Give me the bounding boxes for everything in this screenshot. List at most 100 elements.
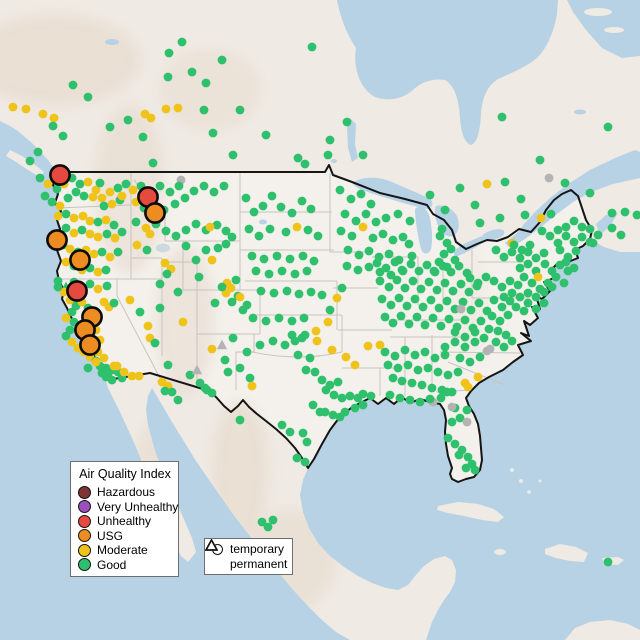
monitor-dot[interactable] bbox=[393, 363, 403, 373]
monitor-dot[interactable] bbox=[107, 199, 117, 209]
monitor-dot[interactable] bbox=[350, 403, 360, 413]
monitor-dot[interactable] bbox=[287, 208, 297, 218]
monitor-dot[interactable] bbox=[101, 265, 111, 275]
monitor-dot[interactable] bbox=[540, 259, 550, 269]
monitor-dot[interactable] bbox=[280, 340, 290, 350]
monitor-dot[interactable] bbox=[235, 415, 245, 425]
monitor-dot[interactable] bbox=[569, 263, 579, 273]
monitor-dot[interactable] bbox=[447, 402, 457, 412]
monitor-dot[interactable] bbox=[353, 265, 363, 275]
monitor-dot[interactable] bbox=[138, 132, 148, 142]
monitor-dot[interactable] bbox=[164, 48, 174, 58]
monitor-dot[interactable] bbox=[161, 104, 171, 114]
monitor-dot[interactable] bbox=[531, 304, 541, 314]
monitor-dot[interactable] bbox=[292, 222, 302, 232]
monitor-dot[interactable] bbox=[83, 92, 93, 102]
monitor-dot[interactable] bbox=[433, 367, 443, 377]
monitor-dot[interactable] bbox=[269, 288, 279, 298]
monitor-dot[interactable] bbox=[91, 357, 101, 367]
monitor-dot[interactable] bbox=[561, 231, 571, 241]
monitor-dot[interactable] bbox=[531, 253, 541, 263]
monitor-dot[interactable] bbox=[450, 337, 460, 347]
monitor-dot[interactable] bbox=[71, 187, 81, 197]
monitor-dot[interactable] bbox=[460, 342, 470, 352]
monitor-dot[interactable] bbox=[132, 240, 142, 250]
monitor-dot[interactable] bbox=[328, 410, 338, 420]
monitor-dot[interactable] bbox=[242, 347, 252, 357]
monitor-dot[interactable] bbox=[354, 250, 364, 260]
monitor-dot[interactable] bbox=[61, 257, 71, 267]
monitor-dot[interactable] bbox=[499, 252, 509, 262]
monitor-dot[interactable] bbox=[220, 355, 230, 365]
monitor-dot[interactable] bbox=[35, 173, 45, 183]
monitor-dot[interactable] bbox=[301, 365, 311, 375]
monitor-dot[interactable] bbox=[181, 241, 191, 251]
monitor-dot[interactable] bbox=[363, 341, 373, 351]
monitor-dot[interactable] bbox=[539, 248, 549, 258]
monitor-dot[interactable] bbox=[155, 279, 165, 289]
monitor-dot[interactable] bbox=[163, 72, 173, 82]
monitor-dot[interactable] bbox=[458, 297, 468, 307]
monitor-dot[interactable] bbox=[53, 282, 63, 292]
monitor-dot[interactable] bbox=[307, 42, 317, 52]
monitor-dot[interactable] bbox=[499, 292, 509, 302]
monitor-dot[interactable] bbox=[463, 452, 473, 462]
monitor-dot[interactable] bbox=[460, 332, 470, 342]
monitor-dot[interactable] bbox=[364, 262, 374, 272]
monitor-dot[interactable] bbox=[207, 255, 217, 265]
monitor-dot[interactable] bbox=[323, 317, 333, 327]
monitor-dot[interactable] bbox=[173, 287, 183, 297]
monitor-dot[interactable] bbox=[52, 184, 62, 194]
monitor-dot[interactable] bbox=[61, 209, 71, 219]
monitor-dot[interactable] bbox=[476, 316, 486, 326]
monitor-dot[interactable] bbox=[435, 231, 445, 241]
monitor-dot[interactable] bbox=[515, 263, 525, 273]
monitor-dot[interactable] bbox=[450, 327, 460, 337]
monitor-dot[interactable] bbox=[177, 37, 187, 47]
monitor-dot[interactable] bbox=[412, 312, 422, 322]
monitor-dot[interactable] bbox=[420, 347, 430, 357]
monitor-dot[interactable] bbox=[493, 326, 503, 336]
monitor-dot[interactable] bbox=[68, 80, 78, 90]
monitor-dot[interactable] bbox=[425, 394, 435, 404]
monitor-dot[interactable] bbox=[405, 395, 415, 405]
monitor-dot[interactable] bbox=[180, 193, 190, 203]
monitor-dot[interactable] bbox=[142, 245, 152, 255]
monitor-dot[interactable] bbox=[162, 269, 172, 279]
monitor-dot[interactable] bbox=[414, 266, 424, 276]
monitor-dot[interactable] bbox=[569, 216, 579, 226]
monitor-dot[interactable] bbox=[216, 339, 228, 350]
monitor-dot[interactable] bbox=[418, 302, 428, 312]
monitor-dot[interactable] bbox=[390, 351, 400, 361]
monitor-dot[interactable] bbox=[408, 276, 418, 286]
monitor-dot[interactable] bbox=[417, 380, 427, 390]
monitor-dot[interactable] bbox=[497, 302, 507, 312]
monitor-dot[interactable] bbox=[134, 371, 144, 381]
monitor-dot[interactable] bbox=[516, 194, 526, 204]
monitor-dot[interactable] bbox=[145, 229, 155, 239]
monitor-dot[interactable] bbox=[513, 280, 523, 290]
monitor-dot[interactable] bbox=[333, 377, 343, 387]
monitor-dot[interactable] bbox=[171, 231, 181, 241]
monitor-dot[interactable] bbox=[537, 226, 547, 236]
monitor-dot[interactable] bbox=[523, 259, 533, 269]
monitor-dot[interactable] bbox=[231, 275, 241, 285]
monitor-dot[interactable] bbox=[507, 247, 517, 257]
monitor-dot[interactable] bbox=[386, 270, 396, 280]
monitor-dot[interactable] bbox=[83, 363, 93, 373]
monitor-dot[interactable] bbox=[165, 187, 175, 197]
monitor-dot[interactable] bbox=[462, 405, 472, 415]
monitor-dot[interactable] bbox=[397, 265, 407, 275]
monitor-dot[interactable] bbox=[340, 407, 350, 417]
monitor-dot[interactable] bbox=[101, 215, 111, 225]
monitor-dot[interactable] bbox=[223, 367, 233, 377]
monitor-dot[interactable] bbox=[77, 225, 87, 235]
monitor-dot[interactable] bbox=[335, 185, 345, 195]
monitor-dot[interactable] bbox=[97, 247, 107, 257]
monitor-dot[interactable] bbox=[423, 363, 433, 373]
monitor-dot[interactable] bbox=[515, 253, 525, 263]
monitor-dot[interactable] bbox=[309, 256, 319, 266]
monitor-dot[interactable] bbox=[332, 293, 342, 303]
monitor-dot[interactable] bbox=[21, 104, 31, 114]
monitor-dot[interactable] bbox=[201, 78, 211, 88]
